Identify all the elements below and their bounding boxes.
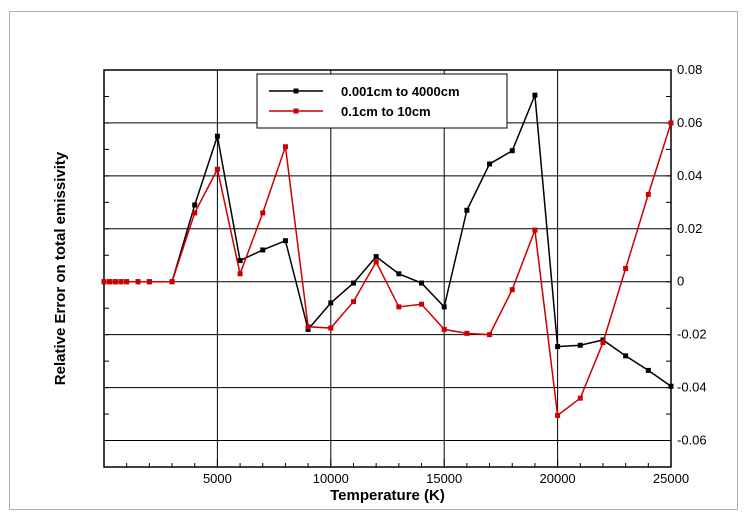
data-point: [419, 301, 425, 307]
data-point: [260, 247, 266, 253]
chart-frame: [9, 11, 738, 510]
data-point: [441, 304, 447, 310]
y-tick-label: 0.04: [677, 168, 702, 183]
data-point: [441, 326, 447, 332]
data-point: [101, 279, 107, 285]
data-point: [260, 210, 266, 216]
data-point: [305, 324, 311, 330]
series-line: [104, 122, 672, 417]
x-tick-label: 15000: [426, 471, 462, 486]
data-point: [645, 191, 651, 197]
data-point: [555, 412, 561, 418]
axis-ticks: 5000 10000 15000 20000 25000 0.08 0.06 0.04 0.02…: [104, 62, 707, 486]
data-point: [107, 279, 113, 285]
x-axis-title: Temperature (K): [330, 487, 445, 504]
legend-label: 0.001cm to 4000cm: [341, 84, 460, 99]
data-point: [419, 280, 425, 286]
data-point: [600, 340, 606, 346]
data-point: [214, 133, 220, 139]
data-point: [373, 254, 379, 260]
x-tick-label: 10000: [313, 471, 349, 486]
legend-box: [256, 73, 508, 129]
data-point: [668, 120, 674, 126]
x-tick-label: 20000: [540, 471, 576, 486]
data-point: [509, 148, 515, 154]
x-tick-label: 25000: [653, 471, 689, 486]
series-line: [104, 94, 672, 387]
data-point: [600, 337, 606, 343]
data-point: [645, 367, 651, 373]
y-tick-label: 0.08: [677, 62, 702, 77]
data-point: [112, 279, 118, 285]
data-point: [305, 326, 311, 332]
data-point: [282, 144, 288, 150]
data-point: [487, 161, 493, 167]
data-point: [623, 353, 629, 359]
y-tick-label: -0.06: [677, 433, 707, 448]
series-1: [101, 120, 674, 418]
data-point: [124, 279, 130, 285]
data-point: [135, 279, 141, 285]
data-point: [328, 325, 334, 331]
legend-label: 0.1cm to 10cm: [341, 104, 431, 119]
y-tick-label: -0.02: [677, 327, 707, 342]
data-point: [237, 271, 243, 277]
data-point: [192, 202, 198, 208]
data-point: [396, 304, 402, 310]
data-point: [464, 207, 470, 213]
data-point: [282, 238, 288, 244]
grid-lines: [104, 70, 671, 467]
data-point: [532, 227, 538, 233]
data-point: [509, 287, 515, 293]
data-point: [118, 279, 124, 285]
legend-swatch-marker: [293, 108, 299, 114]
plot-area: [103, 69, 672, 468]
data-point: [169, 279, 175, 285]
data-point: [373, 259, 379, 265]
data-point: [668, 383, 674, 389]
data-point: [214, 166, 220, 172]
series-layer: [101, 92, 674, 418]
y-axis-title: Relative Error on total emissivity: [52, 151, 69, 385]
y-tick-label: -0.04: [677, 380, 707, 395]
series-0: [101, 92, 674, 389]
legend: 0.001cm to 4000cm 0.1cm to 10cm: [256, 73, 508, 129]
data-point: [555, 344, 561, 350]
data-point: [532, 92, 538, 98]
data-point: [192, 210, 198, 216]
data-point: [350, 299, 356, 305]
data-point: [577, 395, 583, 401]
y-tick-label: 0.06: [677, 115, 702, 130]
data-point: [328, 300, 334, 306]
data-point: [237, 258, 243, 264]
x-tick-label: 5000: [203, 471, 232, 486]
data-point: [577, 342, 583, 348]
data-point: [146, 279, 152, 285]
legend-swatch-marker: [293, 88, 299, 94]
data-point: [487, 332, 493, 338]
y-tick-label: 0.02: [677, 221, 702, 236]
y-tick-label: 0: [677, 274, 684, 289]
data-point: [464, 330, 470, 336]
data-point: [623, 266, 629, 271]
data-point: [396, 271, 402, 277]
data-point: [350, 280, 356, 286]
